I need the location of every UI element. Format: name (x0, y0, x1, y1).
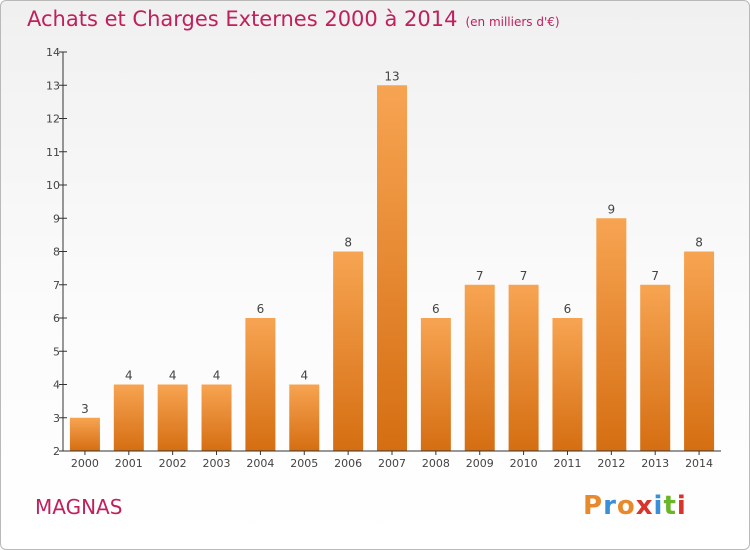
y-tick-3: 3 (53, 412, 60, 425)
x-tick-2006: 2006 (334, 457, 362, 470)
data-label-2004: 6 (257, 302, 265, 316)
y-tick-2: 2 (53, 445, 60, 458)
x-tick-2011: 2011 (553, 457, 581, 470)
logo-letter: P (583, 491, 604, 521)
data-label-2001: 4 (125, 369, 133, 383)
y-tick-7: 7 (53, 279, 60, 292)
x-tick-2000: 2000 (71, 457, 99, 470)
x-tick-2007: 2007 (378, 457, 406, 470)
data-label-2008: 6 (432, 302, 440, 316)
data-label-2014: 8 (695, 236, 703, 250)
x-tick-2003: 2003 (203, 457, 231, 470)
logo-letter: r (603, 491, 617, 521)
x-tick-2008: 2008 (422, 457, 450, 470)
data-label-2002: 4 (169, 369, 177, 383)
x-tick-2010: 2010 (510, 457, 538, 470)
data-label-2010: 7 (520, 269, 528, 283)
logo-letter: x (635, 491, 654, 521)
bar-2008 (420, 318, 451, 451)
commune-name: MAGNAS (35, 495, 123, 519)
bar-2014 (684, 251, 715, 451)
data-label-2000: 3 (81, 402, 89, 416)
data-label-2011: 6 (564, 302, 572, 316)
data-label-2013: 7 (651, 269, 659, 283)
logo-letter: t (663, 491, 677, 521)
data-label-2006: 8 (344, 236, 352, 250)
bar-2012 (596, 218, 627, 451)
y-tick-4: 4 (53, 379, 60, 392)
x-tick-2013: 2013 (641, 457, 669, 470)
proxiti-logo[interactable]: Proxiti (583, 491, 687, 521)
x-tick-2012: 2012 (597, 457, 625, 470)
data-label-2003: 4 (213, 369, 221, 383)
data-label-2007: 13 (384, 69, 399, 83)
x-tick-2004: 2004 (246, 457, 274, 470)
data-label-2009: 7 (476, 269, 484, 283)
y-tick-6: 6 (53, 312, 60, 325)
bar-2013 (640, 284, 671, 451)
bar-2011 (552, 318, 583, 451)
bar-2003 (201, 384, 232, 451)
logo-letter: i (653, 491, 664, 521)
x-tick-2005: 2005 (290, 457, 318, 470)
title-text: Achats et Charges Externes 2000 à 2014 (27, 7, 458, 31)
y-tick-10: 10 (46, 179, 60, 192)
x-tick-2009: 2009 (466, 457, 494, 470)
bar-2000 (69, 417, 100, 451)
bar-2005 (289, 384, 320, 451)
y-tick-12: 12 (46, 113, 60, 126)
bar-2004 (245, 318, 276, 451)
bar-2010 (508, 284, 539, 451)
bar-2001 (113, 384, 144, 451)
y-tick-9: 9 (53, 212, 60, 225)
y-tick-13: 13 (46, 79, 60, 92)
y-tick-11: 11 (46, 146, 60, 159)
x-tick-2002: 2002 (159, 457, 187, 470)
bar-2002 (157, 384, 188, 451)
bar-2007 (377, 85, 407, 451)
data-label-2005: 4 (300, 369, 308, 383)
x-tick-2001: 2001 (115, 457, 143, 470)
chart-title: Achats et Charges Externes 2000 à 2014 (e… (27, 7, 560, 31)
bar-2006 (333, 251, 364, 451)
title-unit: (en milliers d'€) (465, 15, 560, 29)
y-tick-5: 5 (53, 345, 60, 358)
bar-2009 (464, 284, 495, 451)
logo-letter: o (616, 491, 636, 521)
data-label-2012: 9 (608, 202, 616, 216)
y-tick-14: 14 (46, 46, 60, 59)
logo-letter: i (676, 491, 687, 521)
x-tick-2014: 2014 (685, 457, 713, 470)
y-tick-8: 8 (53, 246, 60, 259)
